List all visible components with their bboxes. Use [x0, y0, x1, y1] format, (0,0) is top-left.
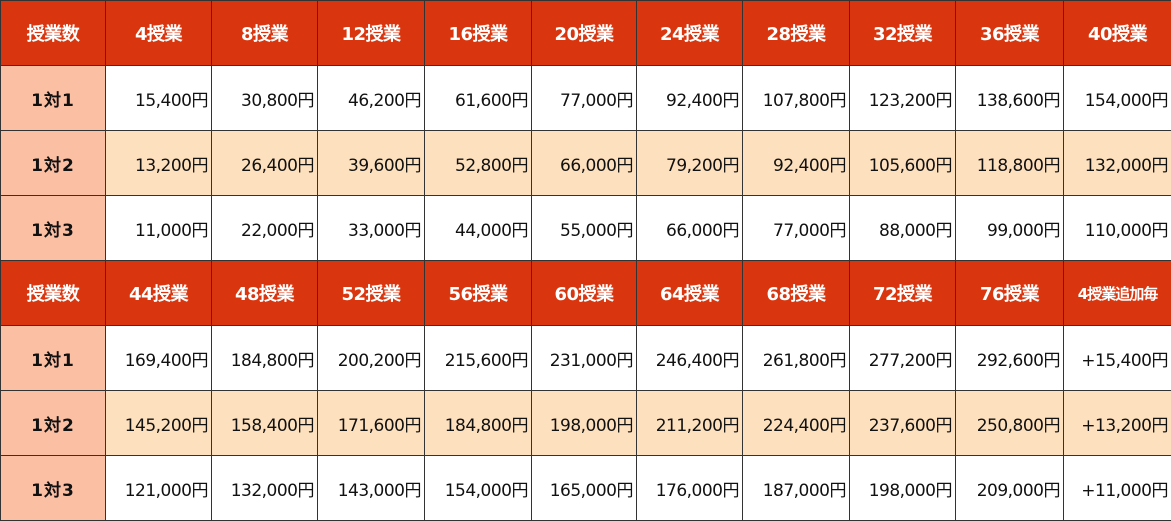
header-cell-lesson-count: 授業数 — [1, 261, 106, 326]
price-cell: 277,200円 — [850, 326, 956, 391]
header-cell-lesson-plan: 16授業 — [425, 1, 532, 66]
price-cell: 237,600円 — [850, 391, 956, 456]
header-cell-lesson-plan: 64授業 — [637, 261, 743, 326]
price-cell: 92,400円 — [743, 131, 850, 196]
price-cell: 132,000円 — [212, 456, 318, 521]
header-cell-lesson-plan: 36授業 — [956, 1, 1064, 66]
price-cell: 22,000円 — [212, 196, 318, 261]
header-cell-lesson-plan: 4授業追加毎 — [1064, 261, 1171, 326]
price-cell: 132,000円 — [1064, 131, 1171, 196]
price-cell: 44,000円 — [425, 196, 532, 261]
price-cell: 123,200円 — [850, 66, 956, 131]
price-cell: 79,200円 — [637, 131, 743, 196]
header-cell-lesson-plan: 8授業 — [212, 1, 318, 66]
price-cell: 176,000円 — [637, 456, 743, 521]
header-cell-lesson-plan: 40授業 — [1064, 1, 1171, 66]
price-cell: 145,200円 — [106, 391, 212, 456]
price-cell: +11,000円 — [1064, 456, 1171, 521]
row-label-ratio: 1対2 — [1, 131, 106, 196]
price-cell: 250,800円 — [956, 391, 1064, 456]
price-cell: 138,600円 — [956, 66, 1064, 131]
row-label-ratio: 1対3 — [1, 196, 106, 261]
header-cell-lesson-plan: 52授業 — [318, 261, 425, 326]
price-cell: 30,800円 — [212, 66, 318, 131]
header-cell-lesson-count: 授業数 — [1, 1, 106, 66]
price-cell: 88,000円 — [850, 196, 956, 261]
price-cell: 198,000円 — [532, 391, 637, 456]
price-cell: 292,600円 — [956, 326, 1064, 391]
price-cell: 33,000円 — [318, 196, 425, 261]
header-cell-lesson-plan: 56授業 — [425, 261, 532, 326]
price-cell: 231,000円 — [532, 326, 637, 391]
header-cell-lesson-plan: 28授業 — [743, 1, 850, 66]
price-cell: 246,400円 — [637, 326, 743, 391]
row-label-ratio: 1対3 — [1, 456, 106, 521]
header-cell-lesson-plan: 60授業 — [532, 261, 637, 326]
price-cell: 158,400円 — [212, 391, 318, 456]
price-cell: 200,200円 — [318, 326, 425, 391]
price-cell: 169,400円 — [106, 326, 212, 391]
price-cell: 215,600円 — [425, 326, 532, 391]
price-cell: +13,200円 — [1064, 391, 1171, 456]
price-cell: 110,000円 — [1064, 196, 1171, 261]
price-cell: 154,000円 — [425, 456, 532, 521]
price-cell: 171,600円 — [318, 391, 425, 456]
price-cell: 165,000円 — [532, 456, 637, 521]
row-label-ratio: 1対1 — [1, 66, 106, 131]
row-label-ratio: 1対2 — [1, 391, 106, 456]
header-cell-lesson-plan: 44授業 — [106, 261, 212, 326]
header-cell-lesson-plan: 68授業 — [743, 261, 850, 326]
header-cell-lesson-plan: 4授業 — [106, 1, 212, 66]
price-cell: 121,000円 — [106, 456, 212, 521]
header-cell-lesson-plan: 32授業 — [850, 1, 956, 66]
price-cell: 46,200円 — [318, 66, 425, 131]
price-cell: 66,000円 — [532, 131, 637, 196]
price-cell: 105,600円 — [850, 131, 956, 196]
price-cell: 211,200円 — [637, 391, 743, 456]
row-label-ratio: 1対1 — [1, 326, 106, 391]
price-cell: 77,000円 — [743, 196, 850, 261]
header-cell-lesson-plan: 48授業 — [212, 261, 318, 326]
price-cell: 61,600円 — [425, 66, 532, 131]
header-cell-lesson-plan: 20授業 — [532, 1, 637, 66]
header-cell-lesson-plan: 76授業 — [956, 261, 1064, 326]
price-cell: 39,600円 — [318, 131, 425, 196]
price-cell: 187,000円 — [743, 456, 850, 521]
header-cell-lesson-plan: 12授業 — [318, 1, 425, 66]
price-cell: 209,000円 — [956, 456, 1064, 521]
price-cell: 26,400円 — [212, 131, 318, 196]
price-cell: 224,400円 — [743, 391, 850, 456]
price-cell: 77,000円 — [532, 66, 637, 131]
price-cell: 198,000円 — [850, 456, 956, 521]
price-cell: 13,200円 — [106, 131, 212, 196]
price-cell: 92,400円 — [637, 66, 743, 131]
price-cell: 107,800円 — [743, 66, 850, 131]
price-cell: 154,000円 — [1064, 66, 1171, 131]
price-cell: 184,800円 — [425, 391, 532, 456]
price-cell: 15,400円 — [106, 66, 212, 131]
price-cell: 184,800円 — [212, 326, 318, 391]
header-cell-lesson-plan: 72授業 — [850, 261, 956, 326]
header-cell-lesson-plan: 24授業 — [637, 1, 743, 66]
price-cell: 99,000円 — [956, 196, 1064, 261]
price-cell: 261,800円 — [743, 326, 850, 391]
price-cell: 11,000円 — [106, 196, 212, 261]
price-cell: 55,000円 — [532, 196, 637, 261]
price-cell: +15,400円 — [1064, 326, 1171, 391]
price-cell: 143,000円 — [318, 456, 425, 521]
price-cell: 66,000円 — [637, 196, 743, 261]
price-cell: 52,800円 — [425, 131, 532, 196]
price-cell: 118,800円 — [956, 131, 1064, 196]
